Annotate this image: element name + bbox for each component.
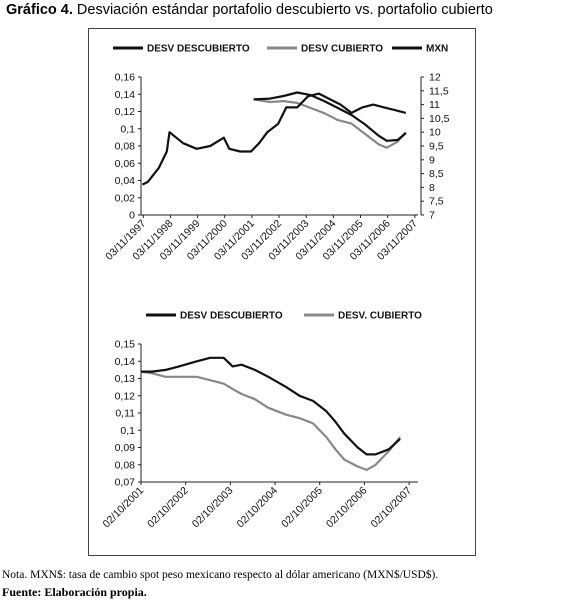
y2-tick-label: 9,5	[429, 141, 444, 153]
legend-label-desv-cubierto: DESV. CUBIERTO	[338, 311, 422, 322]
y2-tick-label: 8	[429, 182, 435, 194]
x-tick-label: 02/10/2005	[279, 485, 325, 531]
y-tick-label: 0,06	[115, 158, 136, 170]
y-tick-label: 0,07	[115, 477, 136, 489]
y-tick-label: 0,13	[115, 373, 136, 385]
y-tick-label: 0	[129, 210, 135, 222]
y2-tick-label: 9	[429, 154, 435, 166]
series-line-desv-cubierto	[140, 370, 401, 471]
chart-frame	[88, 28, 476, 556]
y-tick-label: 0,04	[115, 175, 136, 187]
legend-label-desv-cubierto: DESV CUBIERTO	[301, 44, 383, 55]
x-tick-label: 02/10/2002	[145, 485, 191, 531]
chart-2: 0,07 0,08 0,09 0,1 0,11 0,12 0,13 0,14 0,15 02/10…	[100, 311, 422, 531]
y-tick-label: 0,15	[115, 339, 136, 351]
x-tick-label: 02/10/2003	[190, 485, 236, 531]
y2-tick-label: 10,5	[429, 113, 450, 125]
x-tick-label: 02/10/2007	[369, 485, 415, 531]
figure-title-text: Desviación estándar portafolio descubier…	[72, 2, 493, 18]
legend-label-desv-descubierto: DESV DESCUBIERTO	[180, 311, 283, 322]
series-line-desv-descubierto	[253, 91, 407, 142]
y2-tick-label: 10	[429, 127, 441, 139]
figure-title: Gráfico 4. Desviación estándar portafoli…	[6, 2, 493, 18]
y-tick-label: 0,1	[120, 123, 135, 135]
y2-tick-label: 12	[429, 72, 441, 84]
x-tick-label: 02/10/2001	[100, 485, 146, 531]
chart-1: 0 0,02 0,04 0,06 0,08 0,1 0,12 0,14 0,16 7 7,5 8 8,5…	[103, 44, 449, 263]
y-tick-label: 0,12	[115, 106, 136, 118]
source-text: Fuente: Elaboración propia.	[2, 585, 147, 599]
x-tick-label: 02/10/2004	[235, 485, 281, 531]
legend-label-desv-descubierto: DESV DESCUBIERTO	[147, 44, 250, 55]
series-line-desv-descubierto	[141, 356, 401, 456]
legend-label-mxn: MXN	[426, 44, 448, 55]
y-tick-label: 0,1	[120, 425, 135, 437]
y2-tick-label: 7,5	[429, 196, 444, 208]
y-tick-label: 0,11	[115, 408, 135, 420]
y-tick-label: 0,14	[115, 89, 136, 101]
y-tick-label: 0,02	[115, 192, 136, 204]
y-tick-label: 0,16	[115, 72, 136, 84]
y2-tick-label: 7	[429, 210, 435, 222]
y-tick-label: 0,12	[115, 390, 136, 402]
y-tick-label: 0,14	[115, 356, 136, 368]
y2-tick-label: 11,5	[429, 85, 449, 97]
figure-number: Gráfico 4.	[6, 2, 73, 18]
note-text: Nota. MXN$: tasa de cambio spot peso mex…	[2, 569, 439, 581]
y-tick-label: 0,08	[115, 141, 136, 153]
y-tick-label: 0,09	[115, 442, 136, 454]
y-tick-label: 0,08	[115, 459, 136, 471]
y2-tick-label: 8,5	[429, 168, 444, 180]
x-tick-label: 02/10/2006	[324, 485, 370, 531]
series-line-desv-cubierto	[253, 98, 407, 149]
y2-tick-label: 11	[429, 99, 440, 111]
series-line-mxn	[141, 92, 407, 186]
